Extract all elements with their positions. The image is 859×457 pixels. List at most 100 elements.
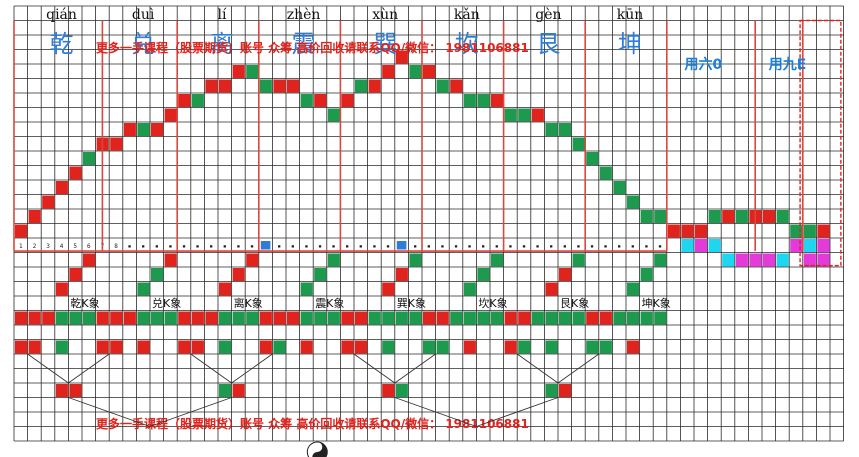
- k-cell: [300, 282, 313, 296]
- bar-cell: [83, 311, 96, 325]
- tail-cell: [735, 253, 748, 267]
- k-cell: [246, 253, 259, 267]
- path-cell: [436, 79, 449, 93]
- tail-cell: [803, 239, 816, 252]
- path-cell: [763, 210, 776, 223]
- k-cell: [314, 268, 327, 281]
- index-number: ▪: [332, 243, 336, 250]
- bar-cell: [69, 311, 82, 325]
- index-number: 3: [46, 243, 50, 250]
- pair-cell: [436, 340, 449, 354]
- trigram-hanzi: 离: [210, 30, 234, 58]
- pair-cell: [355, 340, 368, 354]
- path-cell: [817, 224, 830, 238]
- tail-cells: [681, 239, 830, 267]
- k-cell: [654, 253, 667, 267]
- bar-cell: [123, 311, 136, 325]
- pair-cell: [423, 340, 436, 354]
- bar-cell: [491, 311, 504, 325]
- bar-cell: [55, 311, 68, 325]
- index-number: ▪: [427, 243, 431, 250]
- bar-cell: [586, 311, 599, 325]
- pair-cell: [273, 340, 286, 354]
- k-cell: [477, 268, 490, 281]
- path-cell: [151, 123, 164, 136]
- path-cell: [681, 224, 694, 238]
- bar-cell: [627, 311, 640, 325]
- tail-cell: [803, 253, 816, 267]
- path-cell: [219, 79, 232, 93]
- index-number: ▪: [481, 243, 485, 250]
- tree-line: [353, 353, 396, 384]
- k-xiang-label: 坎K象: [478, 297, 507, 310]
- bar-cell: [191, 311, 204, 325]
- k-cell: [327, 253, 340, 267]
- trigram-pinyin: gèn: [535, 7, 561, 23]
- path-cell: [69, 166, 82, 180]
- bar-cell: [504, 311, 517, 325]
- bar-cell: [382, 311, 395, 325]
- path-cell: [123, 123, 136, 136]
- pair-cell: [463, 340, 476, 354]
- path-cell: [314, 94, 327, 107]
- bar-cell: [96, 311, 109, 325]
- path-cell: [341, 94, 354, 107]
- bar-cell: [246, 311, 259, 325]
- path-cell: [545, 123, 558, 136]
- tree-line: [27, 353, 69, 384]
- path-cell: [667, 224, 680, 238]
- pair-cell: [110, 340, 123, 354]
- bar-cell: [42, 311, 55, 325]
- bar-cell: [205, 311, 218, 325]
- trigram-hanzi: 坤: [618, 30, 642, 58]
- node-cell: [69, 384, 82, 397]
- bar-cell: [164, 311, 177, 325]
- k-xiang-label: 震K象: [315, 297, 344, 310]
- pair-cell: [300, 340, 313, 354]
- bar-cell: [599, 311, 612, 325]
- combined-bar: [15, 311, 667, 325]
- tail-cell: [817, 253, 830, 267]
- index-number: 6: [87, 243, 91, 250]
- bar-cell: [259, 311, 272, 325]
- k-cell: [232, 268, 245, 281]
- path-cell: [191, 94, 204, 107]
- bar-cell: [287, 311, 300, 325]
- k-xiang-label: 坤K象: [642, 296, 671, 310]
- bar-cell: [572, 311, 585, 325]
- trigram-hanzi: 艮: [536, 30, 560, 58]
- pair-cell: [15, 340, 28, 354]
- path-cell: [613, 181, 626, 194]
- index-number: ▪: [495, 243, 499, 250]
- pair-cell: [545, 340, 558, 354]
- index-number: ▪: [318, 243, 322, 250]
- tree-line: [68, 397, 151, 427]
- k-cell: [55, 282, 68, 296]
- path-cell: [273, 79, 286, 93]
- index-number: 8: [114, 243, 118, 250]
- index-number: ▪: [413, 243, 417, 250]
- tail-cell: [681, 239, 694, 252]
- path-cell: [259, 79, 272, 93]
- tail-cell: [708, 239, 721, 252]
- bar-cell: [463, 311, 476, 325]
- k-xiang-label: 巽K象: [397, 297, 426, 310]
- index-number: 5: [73, 243, 77, 250]
- bar-cell: [450, 311, 463, 325]
- index-number: 4: [60, 243, 64, 250]
- trigram-hanzi: 坎: [455, 30, 479, 58]
- pair-cell: [219, 340, 232, 354]
- tree-line: [68, 353, 110, 384]
- path-cell: [531, 108, 544, 122]
- path-cell: [627, 195, 640, 209]
- k-cell: [463, 282, 476, 296]
- k-cell: [627, 282, 640, 296]
- index-number: ▪: [182, 243, 186, 250]
- bar-cell: [477, 311, 490, 325]
- k-cell: [137, 282, 150, 296]
- path-cell: [205, 79, 218, 93]
- path-cell: [803, 224, 816, 238]
- path-cell: [246, 65, 259, 78]
- tree-lines: [27, 353, 600, 427]
- trigram-hanzi: 巽: [373, 30, 397, 58]
